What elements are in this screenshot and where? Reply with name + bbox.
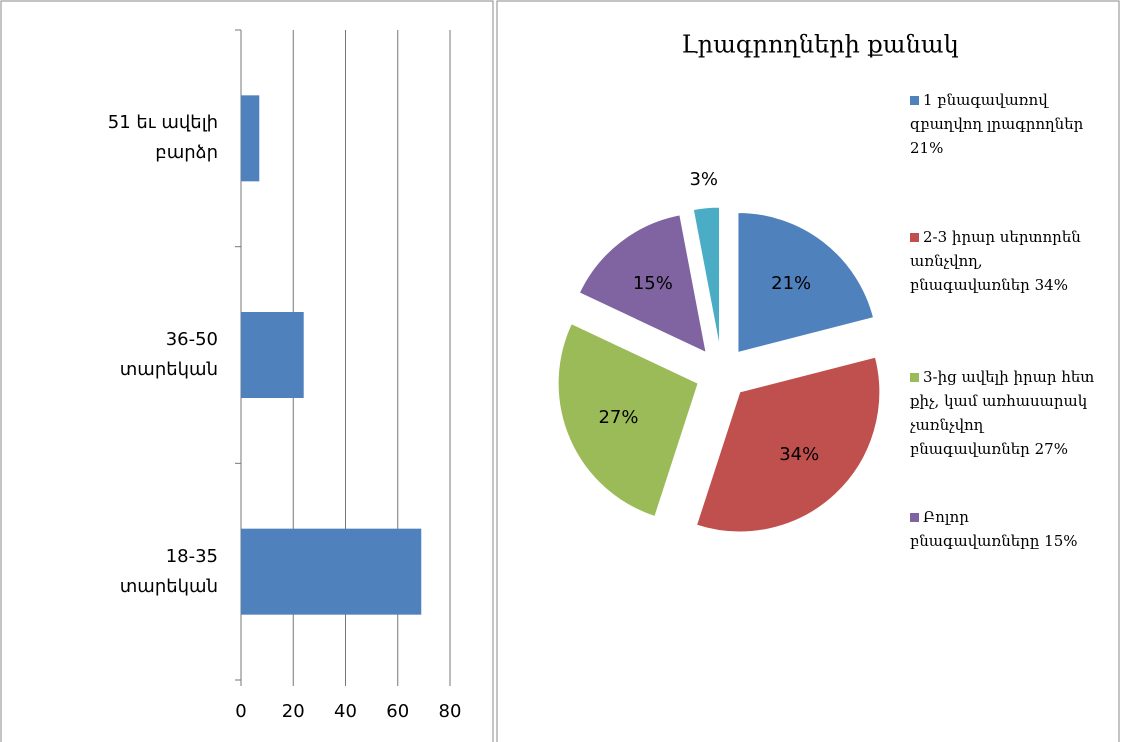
right-frame bbox=[496, 0, 1120, 742]
pie-slice bbox=[578, 214, 707, 354]
pie-slice bbox=[692, 206, 721, 348]
x-tick-label: 60 bbox=[386, 701, 409, 722]
pie-slice bbox=[737, 211, 875, 354]
data-label: 34% bbox=[779, 444, 819, 465]
y-tick-label: 18-35 տարեկան bbox=[119, 545, 218, 597]
legend-label: Բոլոր բնագավառները 15% bbox=[910, 508, 1078, 550]
data-label: 27% bbox=[598, 407, 638, 428]
x-tick-label: 20 bbox=[282, 701, 305, 722]
x-tick-label: 80 bbox=[439, 701, 462, 722]
pie-slice bbox=[695, 356, 881, 533]
y-tick-label: 36-50 տարեկան bbox=[119, 329, 218, 380]
data-label: 15% bbox=[633, 273, 673, 294]
data-label: 3% bbox=[689, 169, 718, 190]
legend-label: 1 բնագավառով զբաղվող լրագրողներ 21% bbox=[910, 91, 1084, 157]
legend-swatch bbox=[910, 96, 919, 105]
legend-entry: 2-3 իրար սերտորեն առնչվող, բնագավառներ 3… bbox=[910, 225, 1100, 297]
legend-entry: Բոլոր բնագավառները 15% bbox=[910, 505, 1100, 553]
left-frame bbox=[0, 0, 494, 742]
legend-swatch bbox=[910, 513, 919, 522]
pie-slice bbox=[557, 323, 699, 518]
pie-title: Լրագրողների քանակ bbox=[681, 31, 958, 59]
legend-entry: 1 բնագավառով զբաղվող լրագրողներ 21% bbox=[910, 88, 1100, 160]
y-tick-label: 51 եւ ավելի բարձր bbox=[107, 112, 218, 164]
data-label: 21% bbox=[771, 273, 811, 294]
bar bbox=[241, 95, 260, 182]
legend-entry: 3-ից ավելի իրար հետ քիչ, կամ առհասարակ չ… bbox=[910, 365, 1100, 461]
bar bbox=[241, 312, 304, 398]
bar bbox=[241, 528, 422, 615]
x-tick-label: 40 bbox=[334, 701, 357, 722]
x-tick-label: 0 bbox=[235, 701, 246, 722]
legend-label: 2-3 իրար սերտորեն առնչվող, բնագավառներ 3… bbox=[910, 228, 1081, 294]
legend-swatch bbox=[910, 373, 919, 382]
legend-swatch bbox=[910, 233, 919, 242]
legend-label: 3-ից ավելի իրար հետ քիչ, կամ առհասարակ չ… bbox=[910, 368, 1095, 458]
